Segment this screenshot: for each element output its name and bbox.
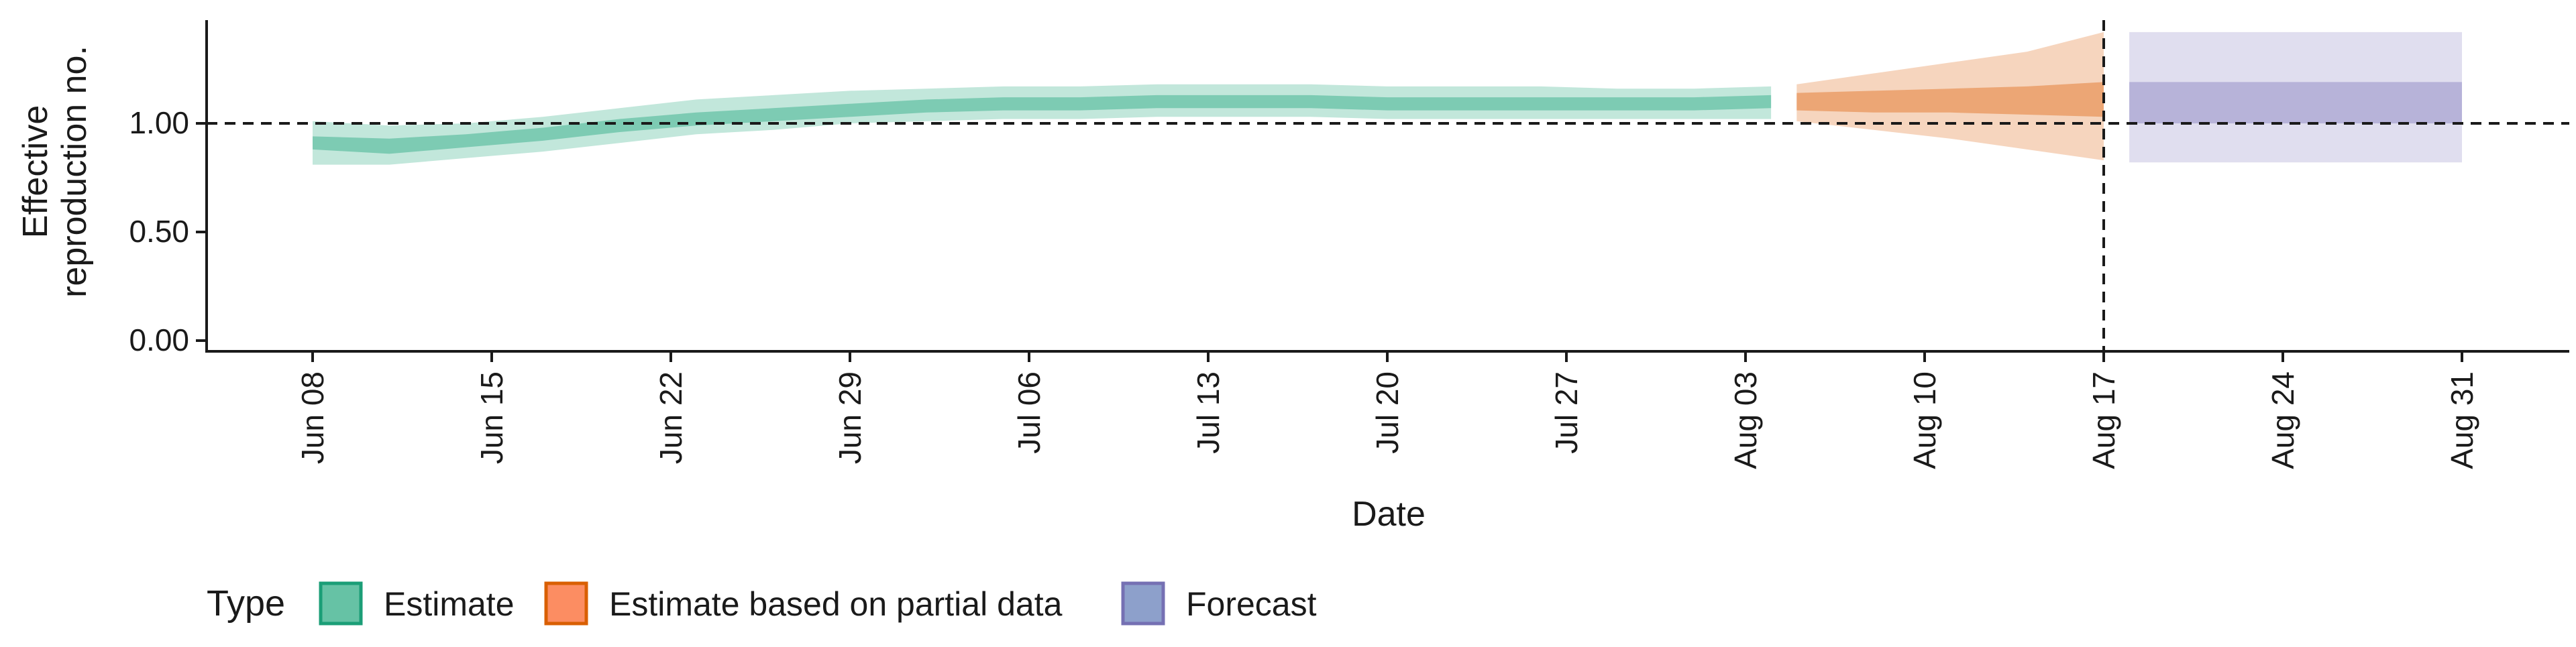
legend-label-forecast: Forecast bbox=[1186, 585, 1317, 623]
band-50-partial bbox=[1796, 82, 2104, 117]
x-tick-label-0: Jun 08 bbox=[295, 371, 330, 464]
band-50-estimate bbox=[313, 95, 1772, 154]
x-tick-label-12: Aug 31 bbox=[2445, 371, 2479, 469]
y-tick-label-2: 1.00 bbox=[129, 105, 189, 140]
axis-layer: 0.00 0.50 1.00 Jun 08 Jun 15 Jun 22 Jun 29 Jul … bbox=[129, 20, 2569, 469]
plot-layer bbox=[207, 20, 2569, 351]
y-axis-title-line-2: reproduction no. bbox=[55, 46, 94, 298]
x-tick-label-8: Aug 03 bbox=[1728, 371, 1763, 469]
x-tick-label-7: Jul 27 bbox=[1549, 371, 1584, 454]
x-tick-label-2: Jun 22 bbox=[653, 371, 688, 464]
x-tick-label-6: Jul 20 bbox=[1370, 371, 1405, 454]
series-estimate bbox=[313, 84, 1772, 165]
x-tick-label-5: Jul 13 bbox=[1191, 371, 1226, 454]
legend-title: Type bbox=[207, 583, 285, 624]
y-axis-title-line-1: Effective bbox=[16, 105, 55, 238]
y-tick-label-0: 0.00 bbox=[129, 322, 189, 357]
x-tick-label-11: Aug 24 bbox=[2265, 371, 2300, 469]
x-tick-label-9: Aug 10 bbox=[1907, 371, 1942, 469]
x-tick-label-4: Jul 06 bbox=[1012, 371, 1046, 454]
y-tick-label-1: 0.50 bbox=[129, 214, 189, 249]
series-partial bbox=[1796, 32, 2104, 161]
legend-key-estimate bbox=[319, 581, 363, 626]
legend-key-partial bbox=[544, 581, 588, 626]
x-tick-label-1: Jun 15 bbox=[474, 371, 509, 464]
legend-label-estimate: Estimate bbox=[384, 585, 515, 623]
x-tick-label-3: Jun 29 bbox=[833, 371, 867, 464]
series-forecast bbox=[2129, 32, 2462, 163]
x-tick-label-10: Aug 17 bbox=[2086, 371, 2121, 469]
legend-label-partial: Estimate based on partial data bbox=[609, 585, 1063, 623]
legend: Type Estimate Estimate based on partial … bbox=[207, 581, 1317, 626]
legend-key-forecast bbox=[1121, 581, 1165, 626]
band-50-forecast bbox=[2129, 82, 2462, 123]
x-axis-title: Date bbox=[1352, 495, 1426, 534]
